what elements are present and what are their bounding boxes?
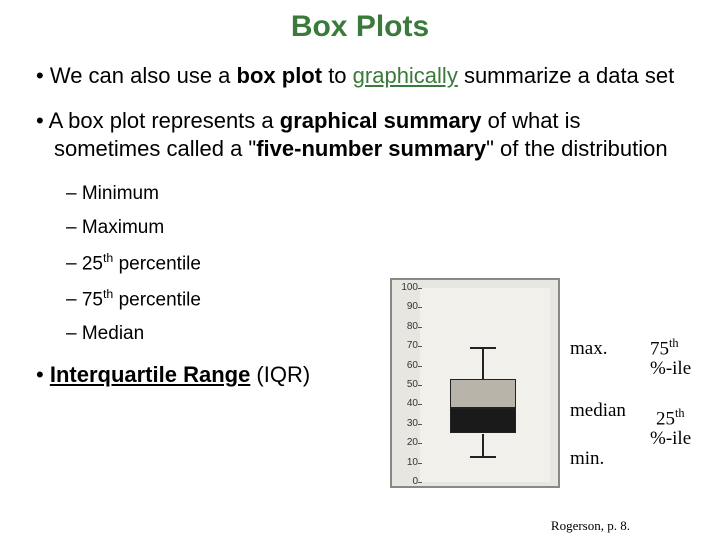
text: 25 [656, 408, 675, 429]
annot-p25-ile: %-ile [650, 428, 691, 450]
sub-p25: 25th percentile [28, 249, 358, 279]
text: 75 [82, 289, 103, 310]
axis-tick-label: 20 [400, 437, 418, 448]
axis-tick [418, 366, 422, 367]
citation: Rogerson, p. 8. [551, 518, 630, 534]
sup: th [103, 287, 113, 301]
axis-tick-label: 40 [400, 398, 418, 409]
text: summarize a data set [458, 63, 674, 88]
sup: th [675, 406, 685, 420]
axis-tick-label: 60 [400, 360, 418, 371]
annot-min: min. [570, 448, 604, 470]
slide-title: Box Plots [28, 10, 692, 44]
text: percentile [113, 253, 201, 274]
axis-tick-label: 30 [400, 418, 418, 429]
axis-tick-label: 90 [400, 301, 418, 312]
text-bold: Interquartile Range [50, 362, 250, 387]
axis-tick-label: 70 [400, 340, 418, 351]
text: 75 [650, 338, 669, 359]
text: We can also use a [50, 63, 237, 88]
axis-tick-label: 50 [400, 379, 418, 390]
sup: th [103, 251, 113, 265]
text: " of the distribution [486, 136, 667, 161]
axis-tick [418, 424, 422, 425]
text: to [322, 63, 353, 88]
text-bold: graphical summary [280, 108, 482, 133]
text-bold: box plot [237, 63, 323, 88]
annot-p75-ile: %-ile [650, 358, 691, 380]
sub-min: Minimum [28, 180, 358, 209]
axis-tick [418, 482, 422, 483]
text: (IQR) [250, 362, 310, 387]
sup: th [669, 336, 679, 350]
axis-tick-label: 10 [400, 457, 418, 468]
box-upper [450, 379, 516, 408]
axis-tick [418, 404, 422, 405]
axis-tick [418, 307, 422, 308]
text-bold: five-number summary [256, 136, 486, 161]
chart-frame: 1009080706050403020100 [390, 278, 560, 488]
axis-tick [418, 443, 422, 444]
whisker-cap-bot [470, 456, 496, 458]
box-lower [450, 408, 516, 433]
text-green: graphically [353, 63, 458, 88]
axis-tick [418, 463, 422, 464]
whisker-line-top [482, 348, 484, 379]
boxplot-figure: 1009080706050403020100 max. median min. … [360, 278, 700, 508]
axis-tick-label: 80 [400, 321, 418, 332]
sub-list: Minimum Maximum 25th percentile 75th per… [28, 180, 358, 349]
annot-p75: 75th [650, 336, 679, 360]
text: percentile [113, 289, 201, 310]
annot-max: max. [570, 338, 607, 360]
sub-p75: 75th percentile [28, 285, 358, 315]
axis-tick [418, 346, 422, 347]
annot-p25: 25th [656, 406, 685, 430]
axis-tick-label: 100 [400, 282, 418, 293]
annot-median: median [570, 400, 626, 422]
whisker-line-bot [482, 434, 484, 457]
sub-max: Maximum [28, 214, 358, 243]
bullet-1: We can also use a box plot to graphicall… [28, 62, 692, 91]
text: A box plot represents a [49, 108, 280, 133]
axis-tick-label: 0 [400, 476, 418, 487]
axis-tick [418, 327, 422, 328]
sub-median: Median [28, 320, 358, 349]
axis-tick [418, 288, 422, 289]
text: 25 [82, 253, 103, 274]
bullet-2: A box plot represents a graphical summar… [28, 107, 692, 164]
axis-tick [418, 385, 422, 386]
